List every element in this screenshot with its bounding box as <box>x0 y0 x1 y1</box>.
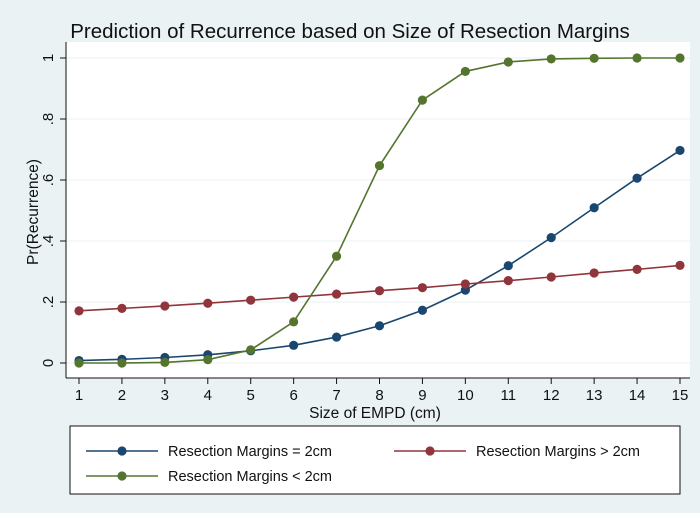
data-point <box>374 161 385 171</box>
data-point <box>589 203 599 213</box>
data-point <box>203 298 213 308</box>
x-tick-label: 6 <box>289 387 297 404</box>
x-tick-label: 5 <box>247 387 255 404</box>
legend-label-2: Resection Margins > 2cm <box>476 444 640 460</box>
chart-title: Prediction of Recurrence based on Size o… <box>70 20 630 43</box>
data-point <box>503 57 513 67</box>
legend-marker-1 <box>117 446 127 456</box>
x-tick-label: 8 <box>375 387 383 404</box>
data-point <box>117 303 127 314</box>
data-point <box>331 332 342 342</box>
x-tick-label: 11 <box>500 387 516 404</box>
data-point <box>117 358 127 368</box>
data-point <box>460 279 470 289</box>
x-tick-label: 7 <box>332 387 340 404</box>
data-point <box>417 283 428 293</box>
data-point <box>675 53 685 63</box>
data-point <box>417 305 428 315</box>
x-tick-label: 9 <box>418 387 426 404</box>
data-point <box>503 276 513 286</box>
data-point <box>632 173 642 183</box>
x-tick-label: 14 <box>629 387 646 404</box>
legend-marker-3 <box>117 471 127 481</box>
data-point <box>546 54 556 64</box>
x-axis-label: Size of EMPD (cm) <box>309 405 441 422</box>
data-point <box>675 260 685 270</box>
y-ticks: 0 .2 .4 .6 .8 1 <box>40 54 66 367</box>
data-point <box>160 357 170 367</box>
legend-label-1: Resection Margins = 2cm <box>168 444 332 460</box>
data-point <box>160 301 170 311</box>
data-point <box>289 340 299 350</box>
x-tick-label: 15 <box>672 387 689 404</box>
data-point <box>546 272 556 282</box>
data-point <box>632 264 642 274</box>
data-point <box>289 317 299 327</box>
data-point <box>675 145 685 156</box>
data-point <box>460 66 470 77</box>
x-tick-label: 13 <box>586 387 603 404</box>
data-point <box>246 345 256 355</box>
legend-marker-2 <box>425 446 435 456</box>
y-tick-label: 1 <box>40 54 57 62</box>
legend: Resection Margins = 2cm Resection Margins… <box>86 444 640 485</box>
data-point <box>503 261 513 271</box>
data-point <box>589 268 599 278</box>
y-tick-label: .4 <box>40 235 57 248</box>
x-tick-label: 10 <box>457 387 474 404</box>
y-tick-label: 0 <box>40 359 57 367</box>
data-point <box>331 251 342 261</box>
y-tick-label: .8 <box>40 113 57 126</box>
data-point <box>374 321 385 331</box>
data-point <box>246 295 256 305</box>
data-point <box>74 358 84 368</box>
data-point <box>289 292 299 302</box>
data-point <box>632 53 642 63</box>
legend-box <box>69 425 681 495</box>
x-ticks: 1 2 3 4 5 6 7 8 9 10 11 12 13 14 15 <box>75 378 689 404</box>
x-tick-label: 12 <box>543 387 560 404</box>
x-tick-label: 3 <box>161 387 169 404</box>
data-point <box>74 306 84 316</box>
series-group <box>74 53 685 368</box>
data-point <box>203 355 213 365</box>
y-tick-label: .6 <box>40 174 57 187</box>
data-point <box>374 286 385 296</box>
y-tick-label: .2 <box>40 296 57 309</box>
data-point <box>546 233 556 243</box>
data-point <box>589 53 599 63</box>
y-axis-label: Pr(Recurrence) <box>25 159 42 265</box>
x-tick-label: 4 <box>204 387 212 404</box>
legend-label-3: Resection Margins < 2cm <box>168 469 332 485</box>
data-point <box>417 95 428 105</box>
x-tick-label: 1 <box>75 387 83 404</box>
data-point <box>331 289 342 299</box>
x-tick-label: 2 <box>118 387 126 404</box>
